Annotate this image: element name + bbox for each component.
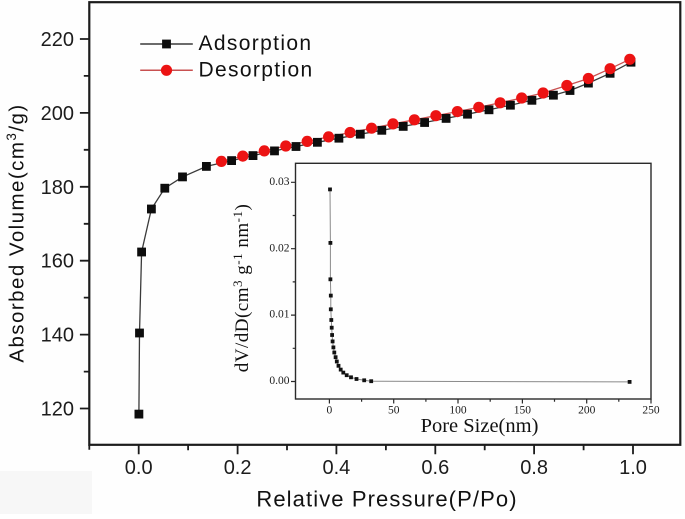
svg-text:120: 120 [41, 399, 74, 421]
svg-text:Relative Pressure(P/Po): Relative Pressure(P/Po) [256, 487, 517, 512]
svg-text:Desorption: Desorption [199, 58, 314, 81]
svg-text:140: 140 [41, 325, 74, 347]
svg-text:1.0: 1.0 [619, 457, 647, 479]
svg-text:100: 100 [449, 405, 467, 417]
svg-text:180: 180 [41, 177, 74, 199]
svg-text:200: 200 [41, 103, 74, 125]
svg-text:0.0: 0.0 [125, 457, 153, 479]
svg-text:200: 200 [578, 405, 596, 417]
svg-text:0: 0 [327, 405, 333, 417]
svg-text:0.4: 0.4 [322, 457, 350, 479]
svg-text:0.00: 0.00 [269, 375, 289, 387]
svg-text:0.03: 0.03 [269, 176, 289, 188]
svg-text:Pore Size(nm): Pore Size(nm) [421, 415, 539, 437]
svg-text:Absorbed Volume(cm3/g): Absorbed Volume(cm3/g) [4, 103, 29, 362]
svg-text:220: 220 [41, 29, 74, 51]
svg-text:150: 150 [514, 405, 532, 417]
svg-text:0.6: 0.6 [421, 457, 449, 479]
svg-text:0.01: 0.01 [269, 309, 289, 321]
svg-text:0.2: 0.2 [224, 457, 252, 479]
svg-text:250: 250 [642, 405, 660, 417]
svg-text:Adsorption: Adsorption [199, 32, 313, 55]
svg-text:0.8: 0.8 [520, 457, 548, 479]
svg-text:0.02: 0.02 [269, 242, 289, 254]
svg-text:50: 50 [388, 405, 400, 417]
svg-text:dV/dD(cm3 g-1 nm-1): dV/dD(cm3 g-1 nm-1) [230, 204, 253, 373]
svg-text:160: 160 [41, 251, 74, 273]
